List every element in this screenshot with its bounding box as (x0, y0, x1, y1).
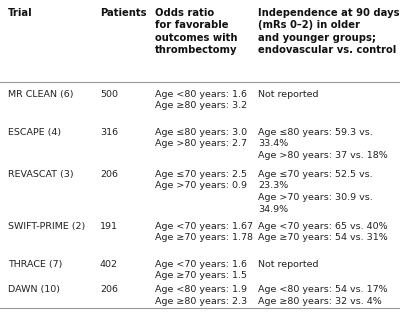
Text: 402: 402 (100, 260, 118, 269)
Text: Independence at 90 days
(mRs 0–2) in older
and younger groups;
endovascular vs. : Independence at 90 days (mRs 0–2) in old… (258, 8, 400, 55)
Text: 23.3%: 23.3% (258, 181, 288, 191)
Text: Age >80 years: 37 vs. 18%: Age >80 years: 37 vs. 18% (258, 151, 388, 160)
Text: Not reported: Not reported (258, 260, 318, 269)
Text: REVASCAT (3): REVASCAT (3) (8, 170, 74, 179)
Text: 500: 500 (100, 90, 118, 99)
Text: Not reported: Not reported (258, 90, 318, 99)
Text: THRACE (7): THRACE (7) (8, 260, 62, 269)
Text: SWIFT-PRIME (2): SWIFT-PRIME (2) (8, 222, 85, 231)
Text: Age ≤80 years: 3.0: Age ≤80 years: 3.0 (155, 128, 247, 137)
Text: 206: 206 (100, 285, 118, 294)
Text: Age <70 years: 65 vs. 40%: Age <70 years: 65 vs. 40% (258, 222, 388, 231)
Text: Odds ratio
for favorable
outcomes with
thrombectomy: Odds ratio for favorable outcomes with t… (155, 8, 238, 55)
Text: 316: 316 (100, 128, 118, 137)
Text: Age ≥70 years: 1.5: Age ≥70 years: 1.5 (155, 272, 247, 280)
Text: Age ≥80 years: 2.3: Age ≥80 years: 2.3 (155, 296, 247, 306)
Text: Age <70 years: 1.67: Age <70 years: 1.67 (155, 222, 253, 231)
Text: Age ≥80 years: 3.2: Age ≥80 years: 3.2 (155, 101, 247, 111)
Text: Age <80 years: 1.9: Age <80 years: 1.9 (155, 285, 247, 294)
Text: 34.9%: 34.9% (258, 204, 288, 214)
Text: Patients: Patients (100, 8, 146, 18)
Text: Age >70 years: 30.9 vs.: Age >70 years: 30.9 vs. (258, 193, 373, 202)
Text: ESCAPE (4): ESCAPE (4) (8, 128, 61, 137)
Text: Trial: Trial (8, 8, 33, 18)
Text: Age >70 years: 0.9: Age >70 years: 0.9 (155, 181, 247, 191)
Text: 206: 206 (100, 170, 118, 179)
Text: Age <70 years: 1.6: Age <70 years: 1.6 (155, 260, 247, 269)
Text: 33.4%: 33.4% (258, 140, 288, 148)
Text: Age ≥70 years: 1.78: Age ≥70 years: 1.78 (155, 233, 253, 243)
Text: Age <80 years: 54 vs. 17%: Age <80 years: 54 vs. 17% (258, 285, 388, 294)
Text: Age <80 years: 1.6: Age <80 years: 1.6 (155, 90, 247, 99)
Text: Age ≤70 years: 2.5: Age ≤70 years: 2.5 (155, 170, 247, 179)
Text: MR CLEAN (6): MR CLEAN (6) (8, 90, 74, 99)
Text: Age ≤70 years: 52.5 vs.: Age ≤70 years: 52.5 vs. (258, 170, 373, 179)
Text: DAWN (10): DAWN (10) (8, 285, 60, 294)
Text: Age ≥80 years: 32 vs. 4%: Age ≥80 years: 32 vs. 4% (258, 296, 382, 306)
Text: Age >80 years: 2.7: Age >80 years: 2.7 (155, 140, 247, 148)
Text: Age ≤80 years: 59.3 vs.: Age ≤80 years: 59.3 vs. (258, 128, 373, 137)
Text: 191: 191 (100, 222, 118, 231)
Text: Age ≥70 years: 54 vs. 31%: Age ≥70 years: 54 vs. 31% (258, 233, 388, 243)
